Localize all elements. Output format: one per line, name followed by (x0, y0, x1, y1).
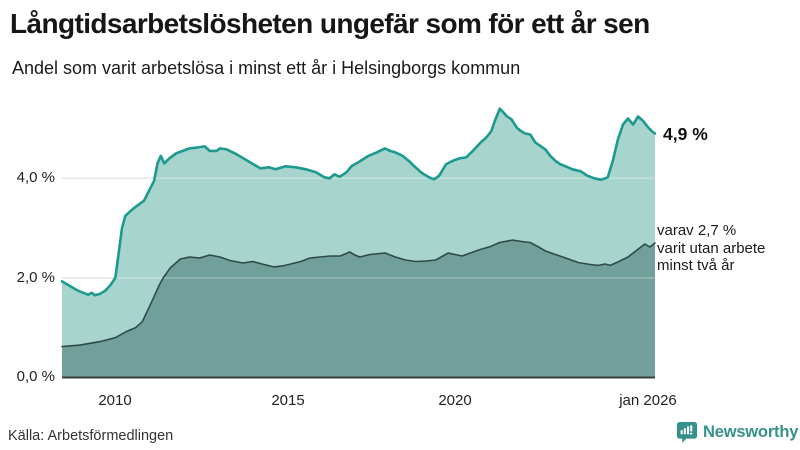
newsworthy-logo: Newsworthy (676, 421, 798, 444)
source-caption: Källa: Arbetsförmedlingen (8, 428, 174, 444)
x-axis-tick-2015: 2015 (271, 392, 305, 409)
y-axis-tick-0: 0,0 % (16, 368, 55, 385)
y-axis-tick-4: 4,0 % (16, 169, 55, 186)
y-axis-tick-2: 2,0 % (16, 269, 55, 286)
newsworthy-wordmark: Newsworthy (703, 423, 799, 441)
newsworthy-chart-bubble-icon (676, 422, 698, 443)
page-title: Långtidsarbetslösheten ungefär som för e… (10, 8, 650, 39)
x-axis-tick-2010: 2010 (98, 392, 132, 409)
annotation-line-3: minst två år (657, 257, 735, 274)
annotation-line-1: varav 2,7 % (657, 222, 737, 239)
x-axis-tick-2020: 2020 (438, 392, 472, 409)
latest-value-annotation: 4,9 % (663, 124, 708, 144)
secondary-series-annotation: varav 2,7 % varit utan arbete minst två … (657, 222, 765, 275)
annotation-line-2: varit utan arbete (657, 239, 766, 257)
chart-subtitle: Andel som varit arbetslösa i minst ett å… (12, 58, 521, 78)
x-axis-tick-jan-2026: jan 2026 (619, 392, 677, 409)
